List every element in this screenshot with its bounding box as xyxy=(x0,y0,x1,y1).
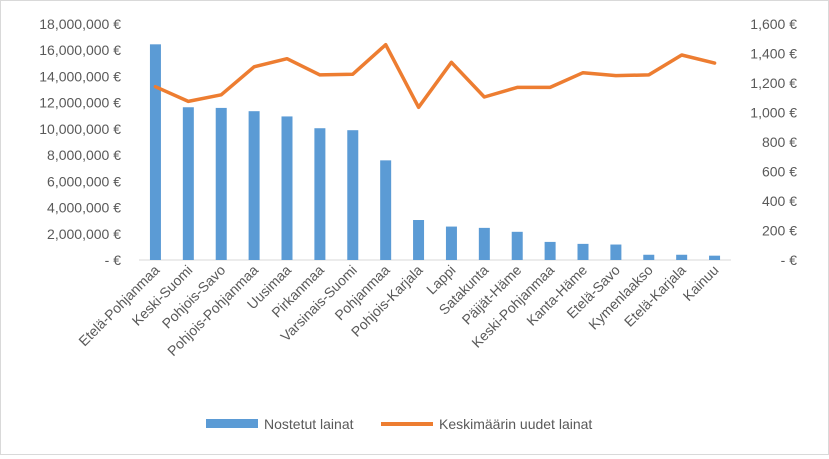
bar-16 xyxy=(643,254,655,260)
bar-6 xyxy=(314,128,326,260)
bar-7 xyxy=(347,130,359,260)
right-tick-label: 200 € xyxy=(762,223,797,239)
right-tick-label: 1,600 € xyxy=(750,16,797,32)
left-tick-label: 2,000,000 € xyxy=(47,226,121,242)
bar-4 xyxy=(248,111,260,260)
bar-8 xyxy=(380,160,392,260)
left-tick-label: 8,000,000 € xyxy=(47,147,121,163)
line-keskimaarin-uudet-lainat xyxy=(153,42,717,110)
right-tick-label: 400 € xyxy=(762,193,797,209)
left-tick-label: 4,000,000 € xyxy=(47,200,121,216)
right-tick-label: 1,000 € xyxy=(750,105,797,121)
bar-5 xyxy=(281,116,293,260)
legend: Nostetut lainat Keskimäärin uudet lainat xyxy=(206,416,592,432)
bar-12 xyxy=(511,231,523,260)
bar-14 xyxy=(577,243,589,260)
right-axis-tick-labels: - € 200 € 400 € 600 € 800 € 1,000 € 1,200 € 1,4… xyxy=(750,16,797,268)
left-tick-label: 12,000,000 € xyxy=(39,95,121,111)
bar-17 xyxy=(676,254,688,260)
bar-3 xyxy=(215,107,227,261)
bar-10 xyxy=(445,226,457,260)
right-tick-label: - € xyxy=(781,252,798,268)
left-tick-label: 14,000,000 € xyxy=(39,68,121,84)
left-tick-label: 10,000,000 € xyxy=(39,121,121,137)
left-tick-label: 16,000,000 € xyxy=(39,42,121,58)
bar-9 xyxy=(413,220,425,260)
left-tick-label: 6,000,000 € xyxy=(47,173,121,189)
right-tick-label: 1,400 € xyxy=(750,46,797,62)
line-series xyxy=(153,42,717,110)
bar-series xyxy=(149,44,721,261)
bar-1 xyxy=(149,44,161,261)
legend-swatch-bar xyxy=(206,419,258,428)
left-tick-label: - € xyxy=(105,252,122,268)
legend-label-line: Keskimäärin uudet lainat xyxy=(439,416,592,432)
left-tick-label: 18,000,000 € xyxy=(39,16,121,32)
category-label: Kainuu xyxy=(680,262,722,304)
bar-2 xyxy=(182,107,194,260)
left-axis-tick-labels: - € 2,000,000 € 4,000,000 € 6,000,000 € 8,00… xyxy=(39,16,121,268)
right-tick-label: 600 € xyxy=(762,164,797,180)
right-tick-label: 1,200 € xyxy=(750,75,797,91)
bar-13 xyxy=(544,241,556,260)
right-tick-label: 800 € xyxy=(762,134,797,150)
legend-label-bar: Nostetut lainat xyxy=(264,416,354,432)
category-labels: Etelä-PohjanmaaKeski-SuomiPohjois-SavoPo… xyxy=(75,262,721,359)
bar-15 xyxy=(610,244,622,260)
bar-18 xyxy=(709,255,721,260)
bar-11 xyxy=(478,227,490,260)
